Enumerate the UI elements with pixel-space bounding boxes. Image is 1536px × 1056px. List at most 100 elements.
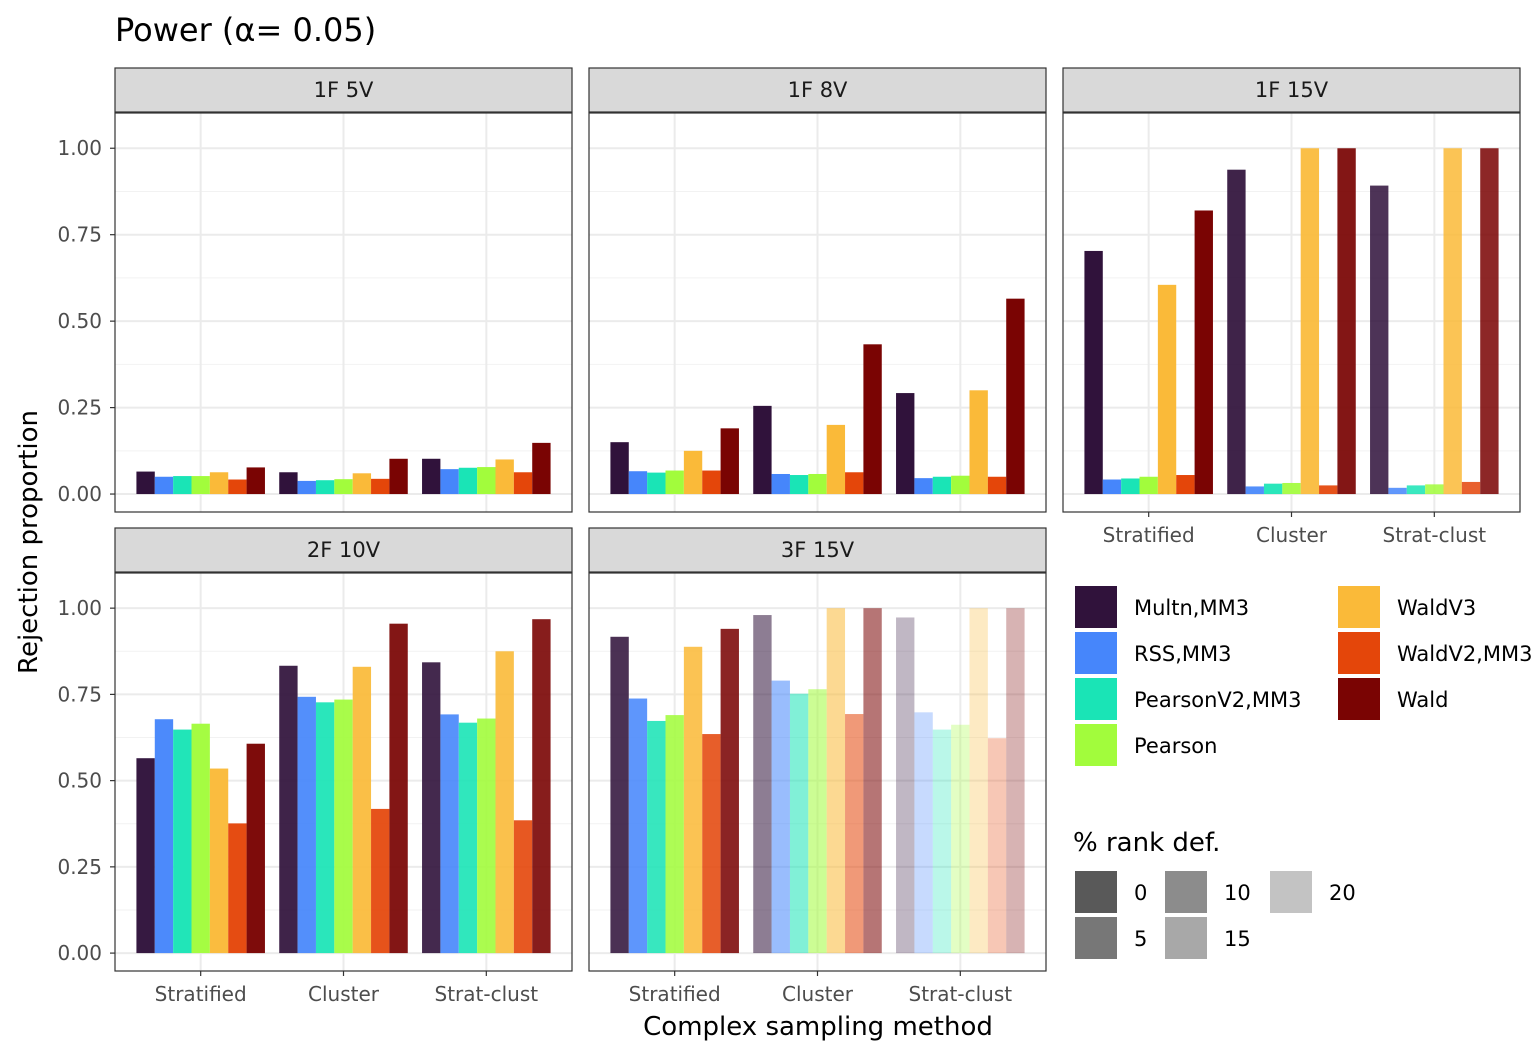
x-tick-label: Stratified bbox=[155, 982, 247, 1006]
bar bbox=[532, 619, 551, 954]
bar bbox=[683, 646, 703, 954]
bar bbox=[845, 714, 864, 954]
bar bbox=[932, 476, 952, 495]
bar bbox=[1388, 487, 1407, 495]
bar bbox=[136, 758, 155, 954]
y-tick-label: 0.00 bbox=[57, 941, 102, 965]
bar bbox=[228, 823, 247, 954]
bar bbox=[610, 636, 629, 954]
bar bbox=[1121, 478, 1140, 495]
y-tick-label: 0.00 bbox=[57, 482, 102, 506]
y-tick-label: 0.25 bbox=[57, 396, 102, 420]
legend-label: RSS,MM3 bbox=[1134, 642, 1232, 666]
bar bbox=[440, 469, 459, 495]
x-axis-title: Complex sampling method bbox=[643, 1012, 993, 1042]
bar bbox=[665, 470, 684, 495]
facet-strip bbox=[114, 67, 573, 113]
bar bbox=[209, 768, 229, 954]
bar bbox=[154, 476, 174, 495]
legend-swatch bbox=[1075, 632, 1117, 674]
bar bbox=[1480, 148, 1499, 495]
x-tick-label: Cluster bbox=[782, 982, 854, 1006]
y-tick-label: 0.75 bbox=[57, 682, 102, 706]
bar bbox=[826, 608, 846, 954]
bar bbox=[1084, 250, 1103, 495]
bar bbox=[771, 680, 790, 954]
alpha-swatch bbox=[1165, 917, 1207, 959]
bar bbox=[1102, 479, 1122, 495]
bar bbox=[628, 471, 648, 495]
bar bbox=[1006, 298, 1025, 495]
facet-strip-label: 3F 15V bbox=[781, 538, 855, 562]
facet-strip bbox=[588, 527, 1047, 573]
legend-swatch bbox=[1338, 678, 1380, 720]
y-tick-label: 0.75 bbox=[57, 223, 102, 247]
bar bbox=[1443, 148, 1462, 495]
bar bbox=[477, 467, 496, 495]
bar bbox=[863, 344, 882, 495]
facet-strip-label: 2F 10V bbox=[307, 538, 381, 562]
bar bbox=[720, 628, 739, 954]
panel-border bbox=[114, 112, 573, 513]
bar bbox=[753, 405, 772, 495]
bar bbox=[914, 712, 933, 954]
bar bbox=[702, 734, 721, 954]
bar bbox=[1337, 148, 1356, 495]
bar bbox=[315, 702, 335, 954]
alpha-legend-title: % rank def. bbox=[1073, 828, 1220, 858]
bar bbox=[771, 473, 790, 495]
bar bbox=[665, 715, 684, 954]
bar bbox=[422, 662, 441, 954]
bar bbox=[1406, 485, 1426, 495]
facet-strip-label: 1F 8V bbox=[788, 78, 848, 102]
facet-strip-label: 1F 5V bbox=[314, 78, 374, 102]
alpha-label: 15 bbox=[1224, 927, 1251, 951]
bar bbox=[1245, 486, 1264, 495]
bar bbox=[628, 698, 648, 954]
facet-panel: 3F 15V Stratified Cluster Strat-clust bbox=[588, 527, 1047, 1006]
alpha-label: 0 bbox=[1134, 881, 1147, 905]
bar bbox=[720, 428, 739, 495]
alpha-swatch bbox=[1075, 871, 1117, 913]
y-axis-title: Rejection proportion bbox=[14, 410, 44, 674]
bar bbox=[173, 476, 192, 495]
bar bbox=[246, 467, 265, 495]
bar bbox=[1425, 484, 1444, 495]
bar bbox=[896, 617, 915, 954]
bar bbox=[389, 623, 408, 954]
y-tick-label: 0.25 bbox=[57, 855, 102, 879]
alpha-swatch bbox=[1270, 871, 1312, 913]
legend-label: PearsonV2,MM3 bbox=[1134, 688, 1301, 712]
bar bbox=[246, 743, 265, 954]
bar bbox=[896, 393, 915, 495]
facet-strip bbox=[588, 67, 1047, 113]
bar bbox=[440, 714, 459, 954]
x-tick-label: Strat-clust bbox=[1383, 523, 1487, 547]
bar bbox=[987, 738, 1007, 954]
bar bbox=[1227, 169, 1246, 495]
bar bbox=[1461, 481, 1481, 495]
y-tick-label: 1.00 bbox=[57, 596, 102, 620]
bar bbox=[477, 718, 496, 954]
bar bbox=[969, 608, 988, 954]
legend-label: Wald bbox=[1397, 688, 1448, 712]
bar bbox=[458, 467, 478, 495]
bar bbox=[845, 472, 864, 495]
bar bbox=[191, 476, 210, 495]
bar bbox=[702, 470, 721, 495]
y-tick-label: 0.50 bbox=[57, 309, 102, 333]
bar bbox=[389, 458, 408, 495]
bar bbox=[951, 724, 970, 954]
bar bbox=[969, 390, 988, 495]
bar bbox=[753, 615, 772, 954]
bar bbox=[1194, 210, 1213, 495]
bar bbox=[863, 608, 882, 954]
legend-swatch bbox=[1075, 678, 1117, 720]
bar bbox=[1282, 482, 1301, 495]
bar bbox=[191, 723, 210, 954]
bar bbox=[789, 693, 809, 954]
bar bbox=[352, 666, 372, 954]
bar bbox=[1176, 475, 1195, 495]
bar bbox=[1370, 185, 1389, 495]
bar bbox=[932, 729, 952, 954]
